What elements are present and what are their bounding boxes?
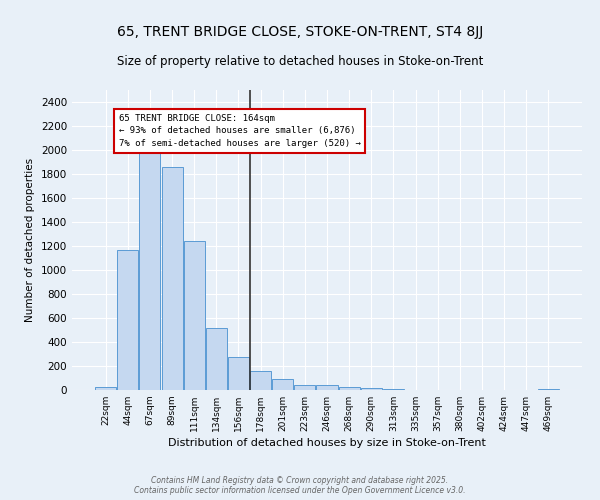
Text: Size of property relative to detached houses in Stoke-on-Trent: Size of property relative to detached ho… [117, 55, 483, 68]
Bar [206, 328, 227, 390]
Bar [272, 378, 293, 390]
Bar [161, 167, 182, 390]
Y-axis label: Number of detached properties: Number of detached properties [25, 158, 35, 322]
Bar [338, 387, 359, 390]
Bar [139, 150, 160, 390]
Text: 65, TRENT BRIDGE CLOSE, STOKE-ON-TRENT, ST4 8JJ: 65, TRENT BRIDGE CLOSE, STOKE-ON-TRENT, … [117, 25, 483, 39]
Bar [95, 387, 116, 390]
Bar [184, 240, 205, 390]
Bar [295, 384, 316, 390]
Bar [361, 388, 382, 390]
Text: 65 TRENT BRIDGE CLOSE: 164sqm
← 93% of detached houses are smaller (6,876)
7% of: 65 TRENT BRIDGE CLOSE: 164sqm ← 93% of d… [119, 114, 361, 148]
X-axis label: Distribution of detached houses by size in Stoke-on-Trent: Distribution of detached houses by size … [168, 438, 486, 448]
Bar [250, 372, 271, 390]
Bar [118, 250, 139, 390]
Bar [228, 357, 249, 390]
Text: Contains HM Land Registry data © Crown copyright and database right 2025.
Contai: Contains HM Land Registry data © Crown c… [134, 476, 466, 495]
Bar [316, 385, 338, 390]
